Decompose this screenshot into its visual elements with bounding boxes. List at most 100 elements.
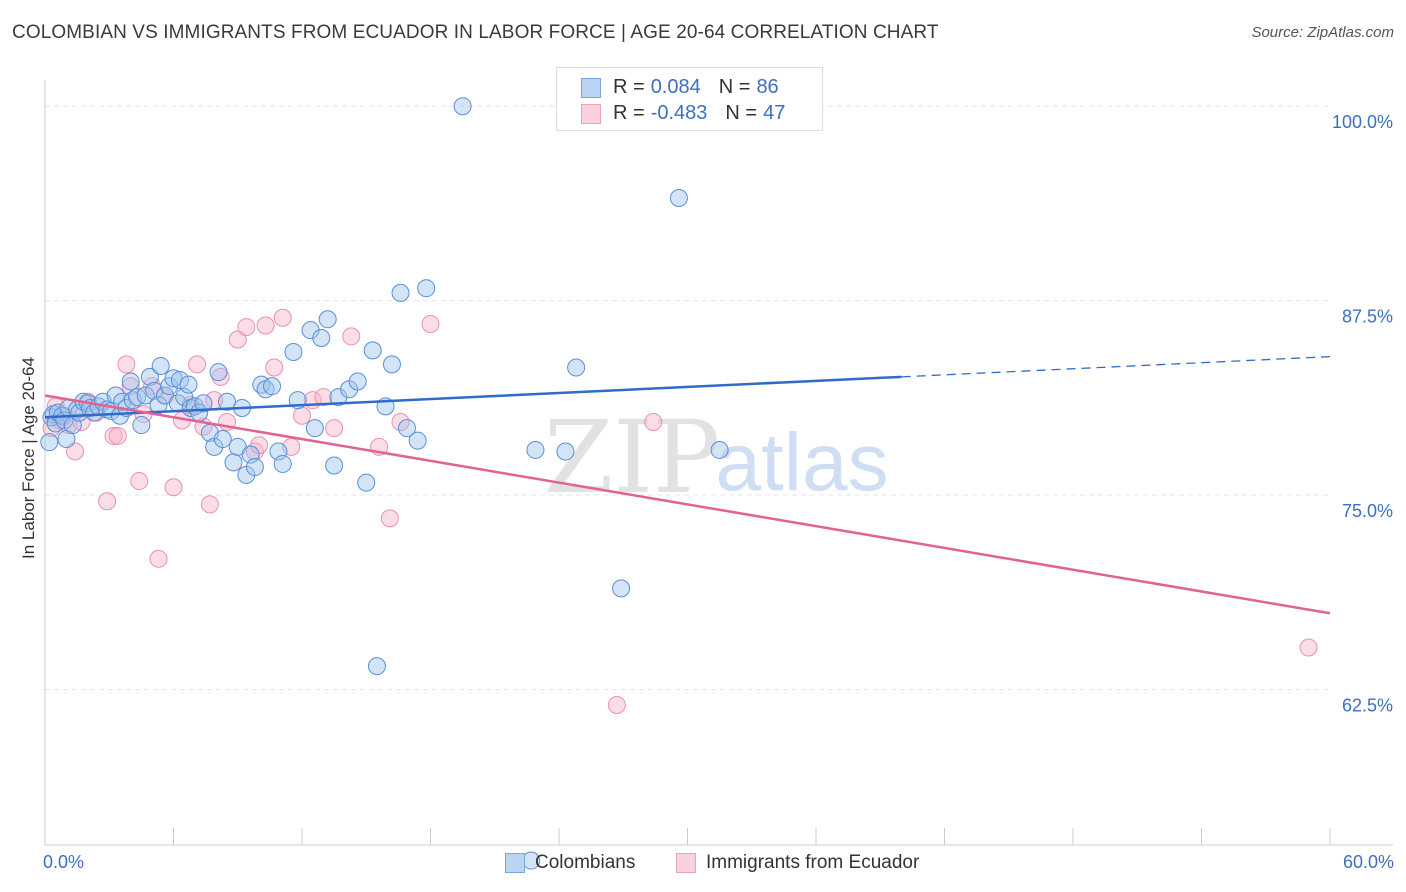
point-colombians bbox=[121, 372, 140, 391]
point-colombians bbox=[612, 579, 631, 598]
series-label-ecuador: Immigrants from Ecuador bbox=[706, 852, 920, 873]
point-ecuador bbox=[211, 367, 230, 386]
y-tick-labels: 100.0% 87.5% 75.0% 62.5% bbox=[1332, 112, 1393, 715]
point-colombians bbox=[710, 440, 729, 459]
x-tick-label-min: 0.0% bbox=[43, 852, 85, 872]
trend-line-colombians bbox=[44, 375, 902, 419]
point-ecuador bbox=[421, 314, 440, 333]
series-label-colombians: Colombians bbox=[535, 852, 636, 873]
point-colombians bbox=[245, 458, 264, 477]
legend-swatch-ecuador bbox=[581, 103, 601, 124]
point-colombians bbox=[179, 375, 198, 394]
legend-n-value-ecuador: 47 bbox=[763, 102, 786, 124]
point-colombians bbox=[556, 442, 575, 461]
point-ecuador bbox=[164, 478, 183, 497]
point-colombians bbox=[136, 386, 155, 405]
trend-line-ecuador bbox=[44, 394, 1331, 615]
point-colombians bbox=[140, 367, 159, 386]
point-colombians bbox=[213, 430, 232, 449]
legend-row-ecuador: R = -0.483 N = 47 bbox=[581, 102, 785, 128]
point-colombians bbox=[305, 419, 324, 438]
point-colombians bbox=[367, 657, 386, 676]
legend-n-value-colombians: 86 bbox=[756, 76, 779, 98]
point-ecuador bbox=[228, 330, 247, 349]
point-ecuador bbox=[607, 696, 626, 715]
point-ecuador bbox=[314, 388, 333, 407]
point-colombians bbox=[453, 97, 472, 116]
point-colombians bbox=[40, 433, 59, 452]
legend-r-label: R = bbox=[613, 76, 645, 98]
legend-r-label: R = bbox=[613, 102, 645, 124]
point-colombians bbox=[151, 356, 170, 375]
chart-title: COLOMBIAN VS IMMIGRANTS FROM ECUADOR IN … bbox=[12, 22, 939, 43]
point-colombians bbox=[224, 453, 243, 472]
point-colombians bbox=[382, 355, 401, 374]
x-tick-label-max: 60.0% bbox=[1342, 852, 1394, 872]
point-colombians bbox=[567, 358, 586, 377]
legend-n-label: N = bbox=[718, 76, 751, 98]
series-legend-ecuador[interactable]: Immigrants from Ecuador bbox=[676, 852, 919, 874]
correlation-legend: R = 0.084 N = 86 R = -0.483 N = 47 bbox=[556, 67, 823, 131]
point-colombians bbox=[263, 377, 282, 396]
point-ecuador bbox=[200, 495, 219, 514]
point-ecuador bbox=[273, 308, 292, 327]
point-colombians bbox=[391, 283, 410, 302]
series-swatch-colombians bbox=[505, 852, 525, 873]
point-ecuador bbox=[265, 358, 284, 377]
point-colombians bbox=[318, 310, 337, 329]
point-colombians bbox=[132, 416, 151, 435]
point-colombians bbox=[284, 342, 303, 361]
point-ecuador bbox=[104, 426, 123, 445]
point-colombians bbox=[357, 473, 376, 492]
legend-r-value-ecuador: -0.483 bbox=[650, 102, 708, 124]
point-ecuador bbox=[342, 327, 361, 346]
point-ecuador bbox=[644, 412, 663, 431]
point-colombians bbox=[170, 370, 189, 389]
series-swatch-ecuador bbox=[676, 852, 696, 873]
watermark-atlas: atlas bbox=[715, 417, 888, 508]
watermark-zip: ZIP bbox=[544, 399, 720, 516]
axes bbox=[44, 80, 1393, 846]
point-colombians bbox=[273, 454, 292, 473]
y-tick-label: 62.5% bbox=[1342, 695, 1393, 715]
legend-n-label: N = bbox=[725, 102, 758, 124]
point-colombians bbox=[363, 341, 382, 360]
point-colombians bbox=[325, 456, 344, 475]
point-colombians bbox=[669, 188, 688, 207]
trend-line-colombians-extension bbox=[901, 355, 1331, 378]
point-ecuador bbox=[325, 419, 344, 438]
point-colombians bbox=[312, 328, 331, 347]
legend-row-colombians: R = 0.084 N = 86 bbox=[581, 76, 779, 102]
point-colombians bbox=[526, 440, 545, 459]
point-ecuador bbox=[149, 549, 168, 568]
point-colombians bbox=[397, 419, 416, 438]
y-tick-label: 75.0% bbox=[1342, 501, 1393, 521]
point-ecuador bbox=[121, 377, 140, 396]
trend-lines bbox=[44, 355, 1331, 615]
point-colombians bbox=[145, 381, 164, 400]
point-ecuador bbox=[237, 318, 256, 337]
point-colombians bbox=[209, 363, 228, 382]
point-ecuador bbox=[1299, 638, 1318, 657]
point-ecuador bbox=[130, 472, 149, 491]
y-tick-label: 100.0% bbox=[1332, 112, 1393, 132]
point-ecuador bbox=[65, 442, 84, 461]
point-colombians bbox=[408, 431, 427, 450]
series-legend-colombians[interactable]: Colombians bbox=[505, 852, 635, 874]
point-colombians bbox=[348, 372, 367, 391]
legend-swatch-colombians bbox=[581, 77, 601, 98]
gridlines bbox=[45, 105, 1330, 690]
point-ecuador bbox=[256, 316, 275, 335]
point-ecuador bbox=[293, 406, 311, 425]
point-ecuador bbox=[98, 492, 117, 511]
legend-r-value-colombians: 0.084 bbox=[650, 76, 701, 98]
point-colombians bbox=[194, 394, 213, 413]
series-legend: Colombians Immigrants from Ecuador bbox=[0, 852, 1406, 878]
point-colombians bbox=[149, 395, 168, 414]
chart-source: Source: ZipAtlas.com bbox=[1251, 24, 1394, 41]
point-colombians bbox=[417, 279, 436, 298]
point-ecuador bbox=[108, 426, 127, 445]
point-ecuador bbox=[380, 509, 399, 528]
y-tick-label: 87.5% bbox=[1342, 307, 1393, 327]
